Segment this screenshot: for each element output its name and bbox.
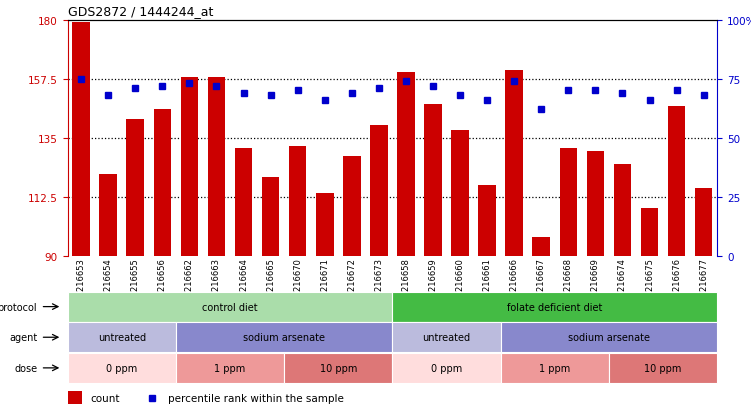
Text: sodium arsenate: sodium arsenate xyxy=(568,332,650,342)
Text: GSM216661: GSM216661 xyxy=(483,258,492,309)
Text: percentile rank within the sample: percentile rank within the sample xyxy=(168,393,344,403)
Text: sodium arsenate: sodium arsenate xyxy=(243,332,325,342)
Bar xyxy=(180,78,198,256)
Text: agent: agent xyxy=(9,332,38,342)
Text: GSM216676: GSM216676 xyxy=(672,258,681,309)
Bar xyxy=(343,157,360,256)
Text: GSM216671: GSM216671 xyxy=(320,258,329,309)
Text: GSM216673: GSM216673 xyxy=(374,258,383,309)
FancyBboxPatch shape xyxy=(501,353,609,383)
FancyBboxPatch shape xyxy=(284,353,392,383)
FancyBboxPatch shape xyxy=(176,353,284,383)
FancyBboxPatch shape xyxy=(176,323,392,352)
Text: GSM216662: GSM216662 xyxy=(185,258,194,309)
Text: GSM216664: GSM216664 xyxy=(239,258,248,309)
Text: folate deficient diet: folate deficient diet xyxy=(507,302,602,312)
Text: 10 ppm: 10 ppm xyxy=(644,363,682,373)
Text: GSM216668: GSM216668 xyxy=(564,258,573,309)
FancyBboxPatch shape xyxy=(501,323,717,352)
Text: GSM216672: GSM216672 xyxy=(347,258,356,309)
Text: GSM216655: GSM216655 xyxy=(131,258,140,309)
FancyBboxPatch shape xyxy=(68,353,176,383)
Bar xyxy=(208,78,225,256)
Text: 1 ppm: 1 ppm xyxy=(539,363,571,373)
Bar xyxy=(126,120,144,256)
Bar xyxy=(641,209,659,256)
Text: protocol: protocol xyxy=(0,302,38,312)
Bar xyxy=(153,109,171,256)
FancyBboxPatch shape xyxy=(392,323,501,352)
Bar xyxy=(532,238,550,256)
Bar xyxy=(505,70,523,256)
Bar xyxy=(695,188,713,256)
Bar xyxy=(370,125,388,256)
Text: GSM216669: GSM216669 xyxy=(591,258,600,309)
Text: 0 ppm: 0 ppm xyxy=(431,363,462,373)
Text: 0 ppm: 0 ppm xyxy=(106,363,137,373)
Bar xyxy=(559,149,577,256)
Text: GSM216654: GSM216654 xyxy=(104,258,113,309)
Bar xyxy=(587,152,605,256)
FancyBboxPatch shape xyxy=(392,353,501,383)
Text: dose: dose xyxy=(14,363,38,373)
FancyBboxPatch shape xyxy=(68,323,176,352)
Bar xyxy=(451,131,469,256)
Bar xyxy=(289,146,306,256)
Bar xyxy=(424,104,442,256)
Text: GSM216674: GSM216674 xyxy=(618,258,627,309)
Text: GDS2872 / 1444244_at: GDS2872 / 1444244_at xyxy=(68,5,213,18)
Bar xyxy=(72,23,90,256)
Text: GSM216659: GSM216659 xyxy=(429,258,438,309)
Text: untreated: untreated xyxy=(98,332,146,342)
FancyBboxPatch shape xyxy=(68,292,392,322)
Bar xyxy=(478,185,496,256)
FancyBboxPatch shape xyxy=(609,353,717,383)
Text: GSM216653: GSM216653 xyxy=(77,258,86,309)
Text: GSM216667: GSM216667 xyxy=(537,258,546,309)
Text: GSM216660: GSM216660 xyxy=(456,258,465,309)
Text: GSM216663: GSM216663 xyxy=(212,258,221,309)
Text: count: count xyxy=(90,393,120,403)
Bar xyxy=(668,107,686,256)
FancyBboxPatch shape xyxy=(392,292,717,322)
Text: control diet: control diet xyxy=(202,302,258,312)
Text: untreated: untreated xyxy=(423,332,471,342)
Bar xyxy=(316,193,333,256)
Text: GSM216665: GSM216665 xyxy=(266,258,275,309)
Bar xyxy=(68,392,82,404)
Text: 1 ppm: 1 ppm xyxy=(214,363,246,373)
Text: GSM216670: GSM216670 xyxy=(293,258,302,309)
Bar xyxy=(614,164,632,256)
Text: GSM216675: GSM216675 xyxy=(645,258,654,309)
Bar xyxy=(397,73,415,256)
Text: 10 ppm: 10 ppm xyxy=(320,363,357,373)
Bar xyxy=(99,175,117,256)
Text: GSM216658: GSM216658 xyxy=(402,258,411,309)
Bar xyxy=(235,149,252,256)
Bar xyxy=(262,178,279,256)
Text: GSM216656: GSM216656 xyxy=(158,258,167,309)
Text: GSM216666: GSM216666 xyxy=(510,258,519,309)
Text: GSM216677: GSM216677 xyxy=(699,258,708,309)
